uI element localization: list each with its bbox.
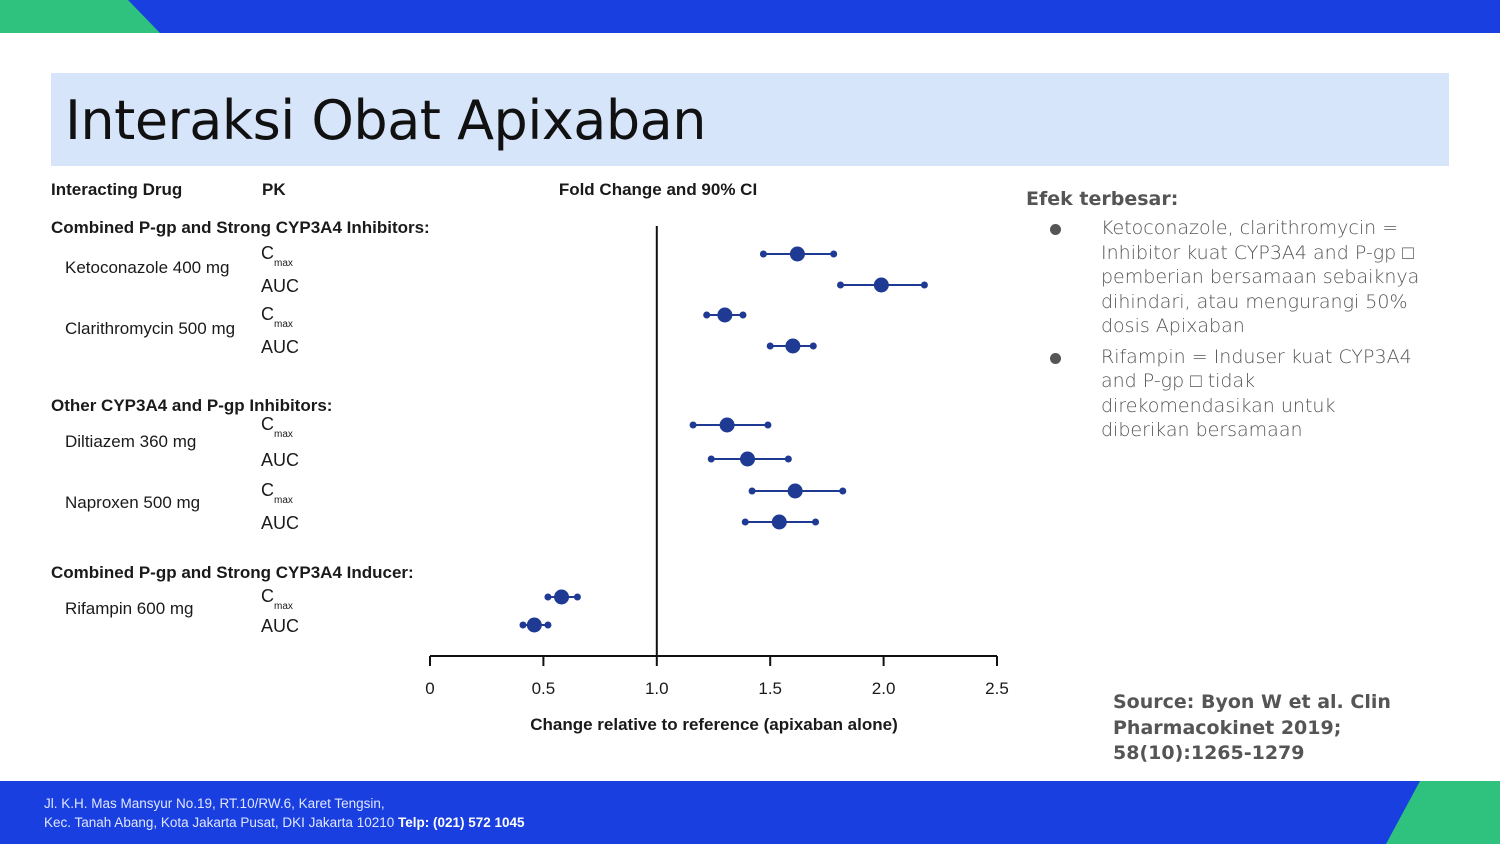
pk-label: C [261, 586, 274, 606]
header-interacting-drug: Interacting Drug [51, 180, 182, 199]
ci-upper-cap [920, 281, 928, 289]
ci-upper-cap [839, 487, 847, 495]
address-line-2: Kec. Tanah Abang, Kota Jakarta Pusat, DK… [44, 813, 525, 832]
pk-label: AUC [261, 276, 299, 296]
source-citation: Source: Byon W et al. Clin Pharmacokinet… [1113, 691, 1391, 764]
list-item: Ketoconazole, clarithromycin = Inhibitor… [1026, 216, 1426, 339]
ci-upper-cap [809, 342, 817, 350]
pk-subscript: max [274, 319, 293, 330]
point-estimate [771, 514, 787, 530]
ci-lower-cap [759, 250, 767, 258]
x-tick-label: 2.5 [985, 679, 1009, 698]
pk-label: C [261, 480, 274, 500]
ci-lower-cap [707, 455, 715, 463]
point-estimate [873, 277, 889, 293]
point-estimate [717, 307, 733, 323]
bullet-icon [1050, 352, 1061, 364]
x-tick-label: 1.0 [645, 679, 669, 698]
pk-label: AUC [261, 337, 299, 357]
ci-upper-cap [573, 593, 581, 601]
point-estimate [740, 451, 756, 467]
ci-upper-cap [764, 421, 772, 429]
header-pk: PK [262, 180, 286, 199]
drug-label: Ketoconazole 400 mg [65, 258, 229, 277]
forest-plot: Interacting Drug PK Fold Change and 90% CI… [51, 180, 1009, 734]
ci-lower-cap [748, 487, 756, 495]
bullet-icon [1050, 224, 1061, 235]
x-tick-label: 0.5 [532, 679, 556, 698]
point-estimate [554, 589, 570, 605]
pk-label: AUC [261, 450, 299, 470]
x-tick-label: 2.0 [872, 679, 896, 698]
header-fold-change: Fold Change and 90% CI [559, 180, 757, 199]
point-estimate [787, 483, 803, 499]
footer-phone: Telp: (021) 572 1045 [398, 815, 525, 830]
ci-lower-cap [766, 342, 774, 350]
point-estimate [789, 246, 805, 262]
pk-subscript: max [274, 429, 293, 440]
title-banner: Interaksi Obat Apixaban [51, 73, 1449, 166]
x-axis-title: Change relative to reference (apixaban a… [530, 715, 898, 734]
ci-lower-cap [741, 518, 749, 526]
ci-upper-cap [812, 518, 820, 526]
drug-label: Rifampin 600 mg [65, 599, 194, 618]
note-text: Ketoconazole, clarithromycin = Inhibitor… [1101, 217, 1420, 337]
ci-lower-cap [837, 281, 845, 289]
notes-panel: Efek terbesar: Ketoconazole, clarithromy… [1026, 188, 1426, 449]
footer-address: Jl. K.H. Mas Mansyur No.19, RT.10/RW.6, … [44, 794, 525, 832]
group-label: Other CYP3A4 and P-gp Inhibitors: [51, 396, 332, 415]
pk-subscript: max [274, 601, 293, 612]
point-estimate [526, 617, 542, 633]
address-line-1: Jl. K.H. Mas Mansyur No.19, RT.10/RW.6, … [44, 796, 385, 811]
top-green-accent [0, 0, 160, 33]
ci-upper-cap [739, 311, 747, 319]
pk-label: C [261, 414, 274, 434]
pk-label: AUC [261, 616, 299, 636]
ci-lower-cap [544, 593, 552, 601]
pk-subscript: max [274, 495, 293, 506]
point-estimate [719, 417, 735, 433]
pk-label: C [261, 304, 274, 324]
slide-title: Interaksi Obat Apixaban [65, 89, 706, 152]
pk-label: C [261, 243, 274, 263]
list-item: Rifampin = Induser kuat CYP3A4 and P-gp … [1026, 345, 1426, 443]
footer-bar: Jl. K.H. Mas Mansyur No.19, RT.10/RW.6, … [0, 781, 1500, 844]
x-tick-label: 0 [425, 679, 434, 698]
group-label: Combined P-gp and Strong CYP3A4 Inducer: [51, 563, 414, 582]
notes-list: Ketoconazole, clarithromycin = Inhibitor… [1026, 216, 1426, 443]
address-line-2-text: Kec. Tanah Abang, Kota Jakarta Pusat, DK… [44, 815, 395, 830]
footer-green-accent [1386, 781, 1500, 844]
ci-lower-cap [703, 311, 711, 319]
ci-lower-cap [689, 421, 697, 429]
group-label: Combined P-gp and Strong CYP3A4 Inhibito… [51, 218, 430, 237]
notes-heading: Efek terbesar: [1026, 188, 1179, 210]
drug-label: Clarithromycin 500 mg [65, 319, 235, 338]
x-tick-label: 1.5 [758, 679, 782, 698]
pk-label: AUC [261, 513, 299, 533]
point-estimate [785, 338, 801, 354]
drug-label: Diltiazem 360 mg [65, 432, 196, 451]
ci-upper-cap [544, 621, 552, 629]
ci-lower-cap [519, 621, 527, 629]
ci-upper-cap [784, 455, 792, 463]
drug-label: Naproxen 500 mg [65, 493, 200, 512]
note-text: Rifampin = Induser kuat CYP3A4 and P-gp … [1101, 345, 1412, 442]
pk-subscript: max [274, 258, 293, 269]
ci-upper-cap [830, 250, 838, 258]
top-accent-bar [0, 0, 1500, 33]
